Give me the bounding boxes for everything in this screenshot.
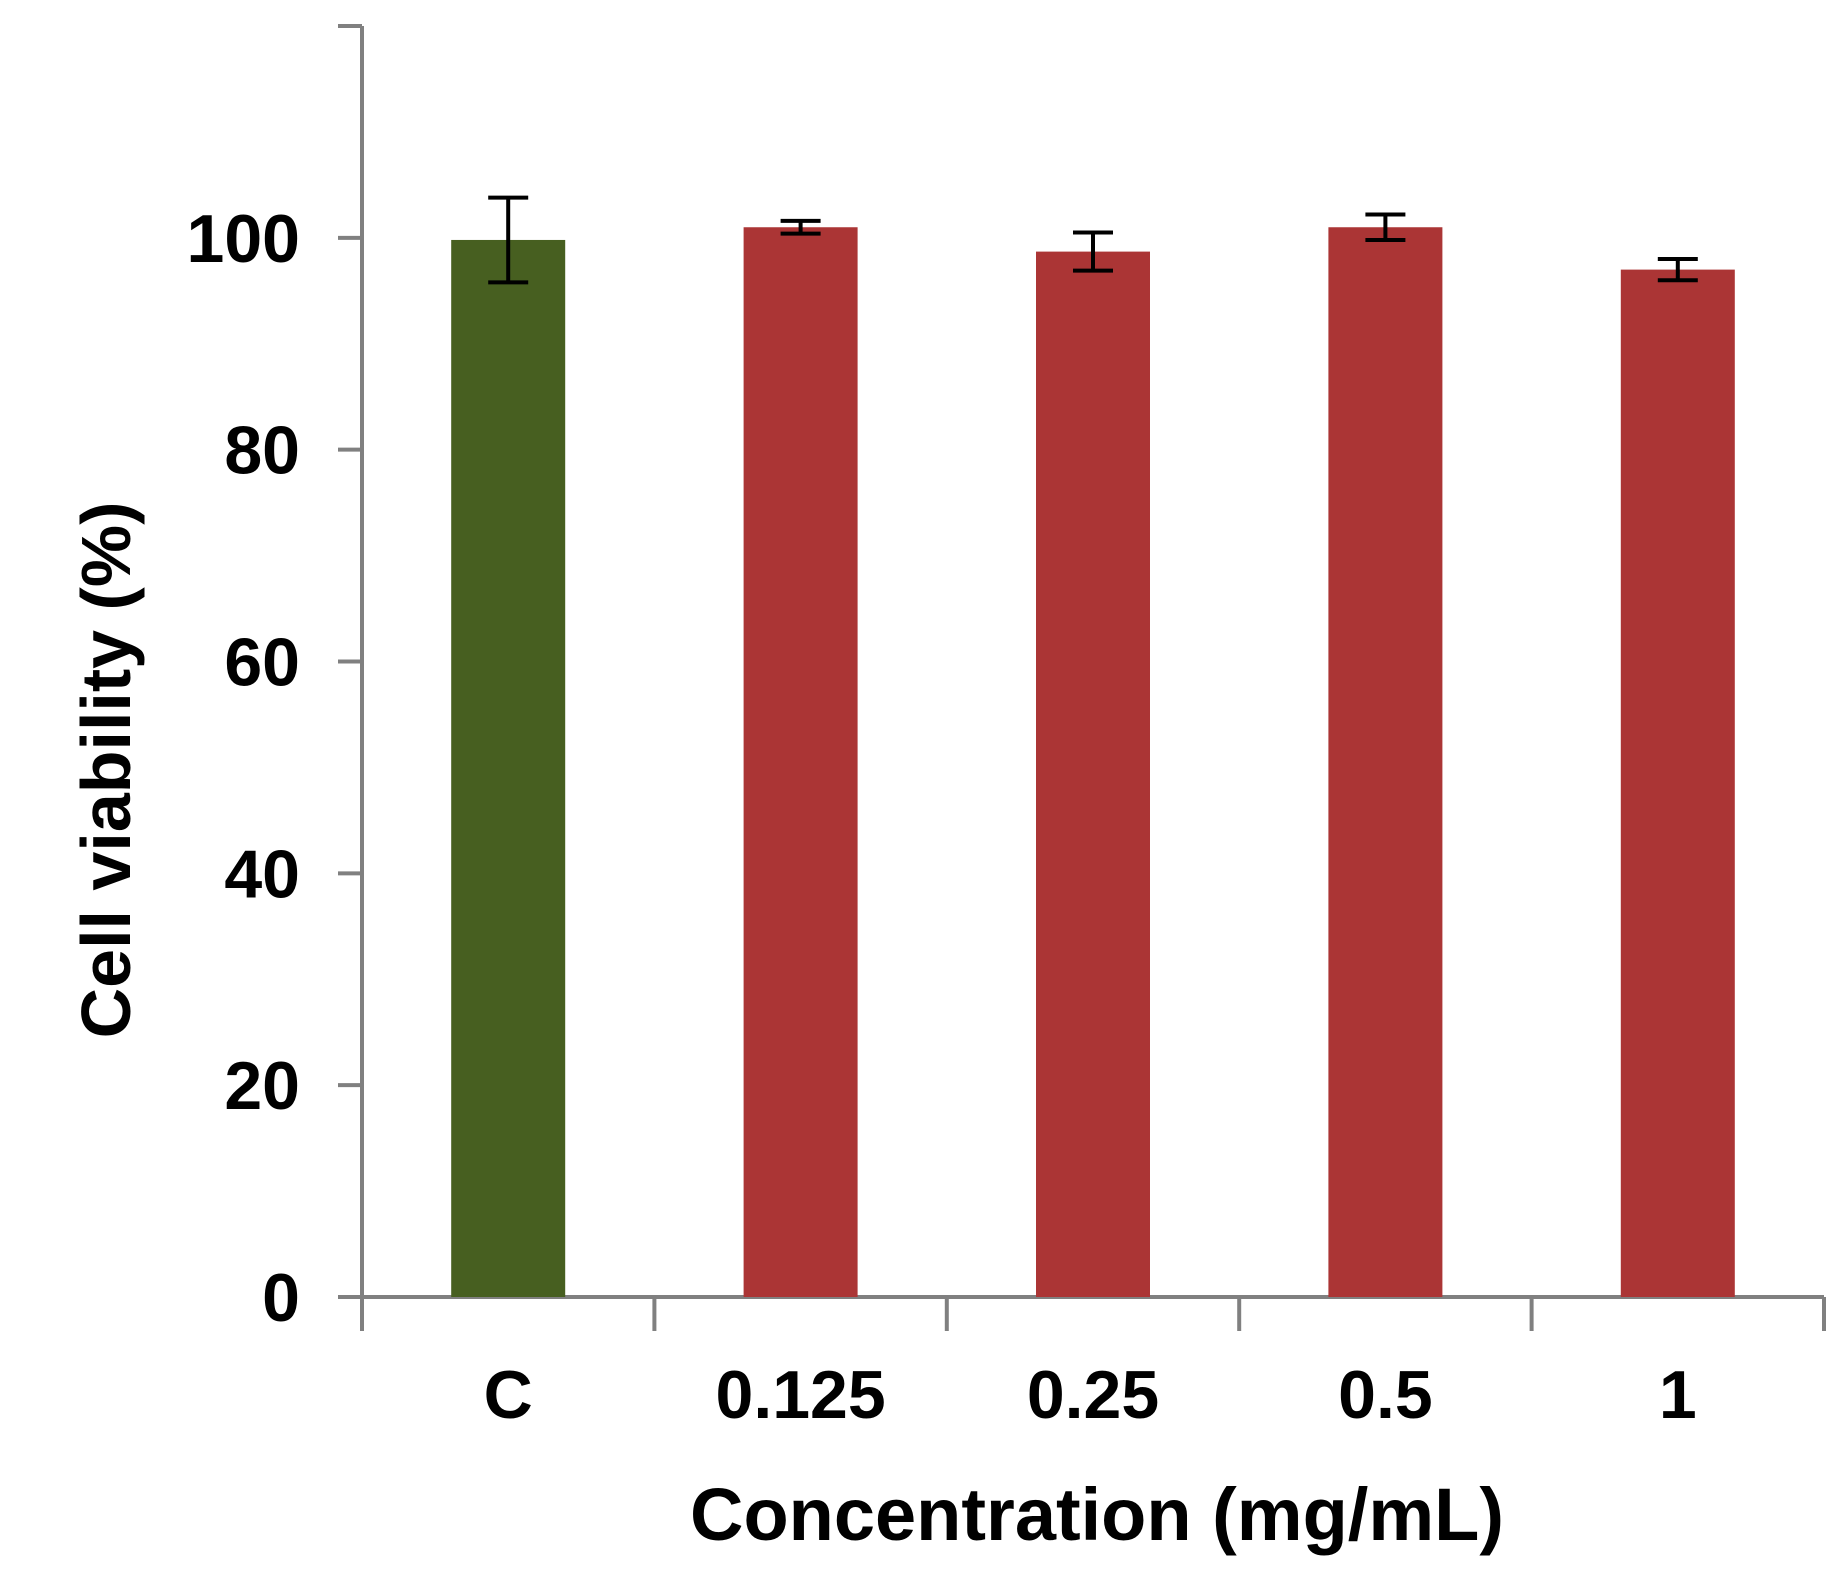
y-tick-label: 80 (224, 413, 300, 489)
error-bar (1073, 230, 1113, 273)
bars (451, 227, 1735, 1297)
y-tick-label: 20 (224, 1048, 300, 1124)
error-bar (488, 195, 529, 285)
x-tick-label: 0.5 (1338, 1357, 1433, 1433)
x-tick-label: 0.25 (1027, 1357, 1159, 1433)
error-bar (1657, 257, 1698, 283)
y-axis: 0 20 40 60 80 100 (187, 24, 364, 1336)
x-axis: C 0.125 0.25 0.5 1 (360, 1295, 1826, 1433)
y-tick-label: 60 (224, 625, 300, 701)
bar (1328, 227, 1443, 1297)
y-tick-label: 0 (262, 1260, 300, 1336)
y-axis-title: Cell viability (%) (67, 502, 145, 1039)
x-tick-label: C (484, 1357, 533, 1433)
error-bars (488, 195, 1698, 285)
error-bar (780, 218, 821, 236)
x-tick-label: 0.125 (716, 1357, 886, 1433)
x-axis-title: Concentration (mg/mL) (690, 1473, 1504, 1556)
bar (1036, 251, 1150, 1297)
y-tick-label: 100 (187, 201, 300, 277)
y-tick-label: 40 (224, 836, 300, 912)
error-bar (1365, 212, 1406, 242)
bar (1620, 269, 1735, 1297)
x-tick-label: 1 (1659, 1357, 1697, 1433)
bar (451, 239, 566, 1297)
bar (743, 227, 858, 1297)
